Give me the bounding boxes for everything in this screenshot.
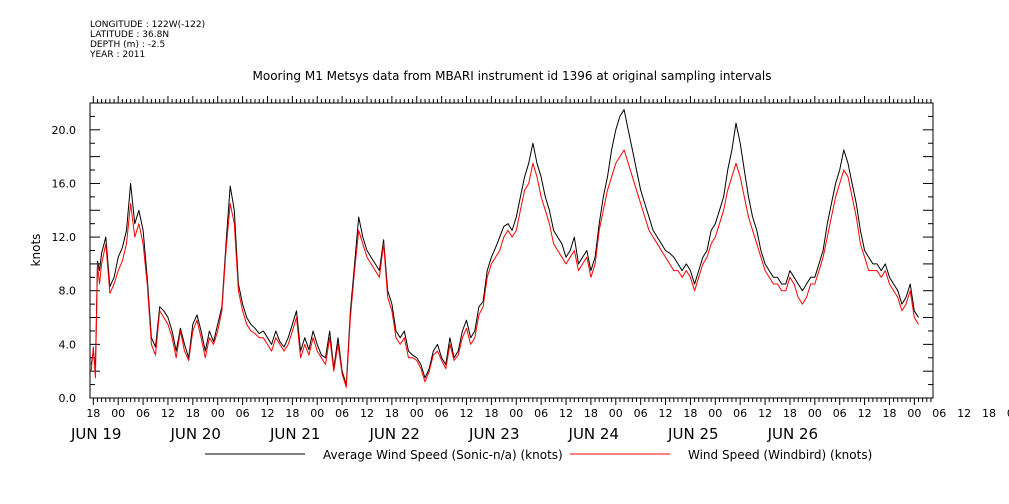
x-day-label: JUN 26 bbox=[767, 425, 818, 443]
x-hour-tick-label: 18 bbox=[186, 407, 200, 420]
x-hour-tick-label: 12 bbox=[460, 407, 474, 420]
legend-label-windbird: Wind Speed (Windbird) (knots) bbox=[688, 448, 872, 462]
x-hour-tick-label: 12 bbox=[161, 407, 175, 420]
x-hour-tick-label: 12 bbox=[957, 407, 971, 420]
x-hour-tick-label: 00 bbox=[111, 407, 125, 420]
series-line-windbird bbox=[90, 149, 919, 388]
x-hour-tick-label: 18 bbox=[285, 407, 299, 420]
x-hour-tick-label: 06 bbox=[136, 407, 150, 420]
x-hour-tick-label: 00 bbox=[1007, 407, 1009, 420]
x-day-label: JUN 23 bbox=[468, 425, 519, 443]
x-day-label: JUN 24 bbox=[568, 425, 619, 443]
y-axis-label: knots bbox=[29, 234, 43, 267]
plot-frame bbox=[89, 102, 934, 399]
x-hour-tick-label: 00 bbox=[907, 407, 921, 420]
y-tick-label: 20.0 bbox=[52, 124, 77, 137]
x-hour-tick-label: 06 bbox=[833, 407, 847, 420]
x-hour-tick-label: 00 bbox=[808, 407, 822, 420]
x-day-label: JUN 22 bbox=[369, 425, 420, 443]
x-hour-tick-label: 12 bbox=[858, 407, 872, 420]
y-tick-label: 4.0 bbox=[59, 338, 77, 351]
latitude-text: LATITUDE : 36.8N bbox=[90, 30, 170, 40]
y-tick-label: 8.0 bbox=[59, 285, 77, 298]
x-hour-tick-label: 12 bbox=[659, 407, 673, 420]
x-hour-tick-label: 06 bbox=[236, 407, 250, 420]
x-day-label: JUN 20 bbox=[169, 425, 220, 443]
series-line-sonic bbox=[90, 109, 919, 386]
y-tick-label: 12.0 bbox=[52, 231, 77, 244]
x-hour-tick-label: 12 bbox=[758, 407, 772, 420]
x-hour-tick-label: 06 bbox=[634, 407, 648, 420]
legend-label-sonic: Average Wind Speed (Sonic-n/a) (knots) bbox=[323, 448, 563, 462]
location-metadata: LONGITUDE : 122W(-122) LATITUDE : 36.8N … bbox=[90, 20, 205, 60]
x-hour-tick-label: 06 bbox=[534, 407, 548, 420]
longitude-text: LONGITUDE : 122W(-122) bbox=[90, 20, 206, 30]
x-hour-tick-label: 00 bbox=[310, 407, 324, 420]
year-text: YEAR : 2011 bbox=[90, 50, 146, 60]
depth-text: DEPTH (m) : -2.5 bbox=[90, 40, 166, 50]
x-hour-tick-label: 00 bbox=[708, 407, 722, 420]
x-hour-tick-label: 18 bbox=[783, 407, 797, 420]
x-hour-tick-label: 00 bbox=[410, 407, 424, 420]
series-layer bbox=[90, 109, 919, 388]
x-hour-tick-label: 12 bbox=[260, 407, 274, 420]
chart-title: Mooring M1 Metsys data from MBARI instru… bbox=[253, 69, 772, 83]
x-hour-tick-label: 18 bbox=[882, 407, 896, 420]
x-day-label: JUN 25 bbox=[667, 425, 718, 443]
y-tick-label: 16.0 bbox=[52, 177, 77, 190]
x-hour-tick-label: 00 bbox=[211, 407, 225, 420]
x-hour-tick-label: 18 bbox=[982, 407, 996, 420]
x-hour-tick-label: 18 bbox=[385, 407, 399, 420]
x-hour-tick-label: 18 bbox=[584, 407, 598, 420]
x-hour-tick-label: 12 bbox=[559, 407, 573, 420]
x-hour-tick-label: 18 bbox=[683, 407, 697, 420]
y-tick-label: 0.0 bbox=[59, 392, 77, 405]
x-hour-tick-label: 06 bbox=[335, 407, 349, 420]
x-hour-tick-label: 06 bbox=[932, 407, 946, 420]
axis-ticks: 18 00 06 12 18 00 06 12 18 00 06 12 18 00 06 12 18 00 06 12… bbox=[52, 96, 1009, 443]
x-hour-tick-label: 06 bbox=[733, 407, 747, 420]
x-hour-tick-label: 18 bbox=[484, 407, 498, 420]
x-hour-tick-label: 00 bbox=[509, 407, 523, 420]
x-day-label: JUN 21 bbox=[269, 425, 320, 443]
x-day-label: JUN 19 bbox=[70, 425, 121, 443]
legend: Average Wind Speed (Sonic-n/a) (knots) W… bbox=[205, 448, 872, 462]
x-hour-tick-label: 12 bbox=[360, 407, 374, 420]
x-hour-tick-label: 18 bbox=[86, 407, 100, 420]
x-hour-tick-label: 00 bbox=[609, 407, 623, 420]
x-hour-tick-label: 06 bbox=[435, 407, 449, 420]
